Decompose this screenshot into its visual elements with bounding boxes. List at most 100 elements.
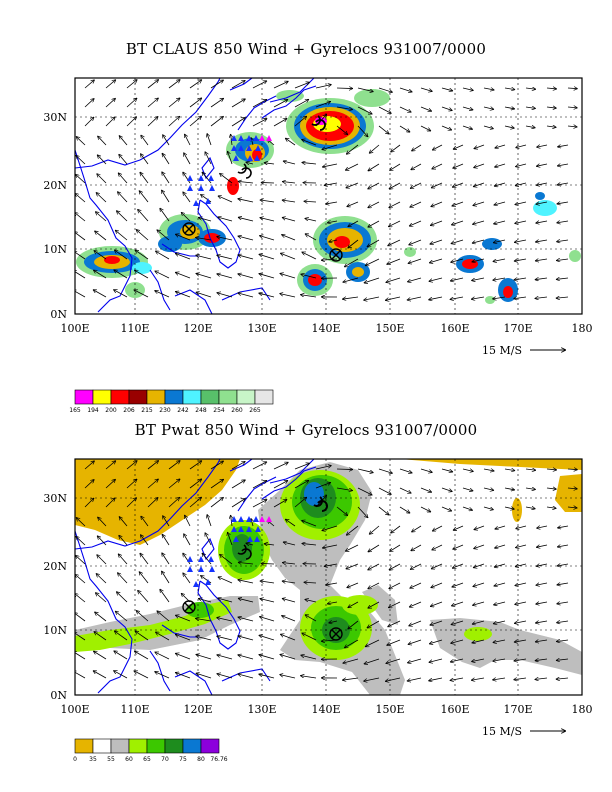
wind-arrow xyxy=(116,211,128,222)
wind-arrow xyxy=(453,144,464,149)
wind-arrow xyxy=(273,499,287,508)
wind-arrow xyxy=(162,153,170,165)
wind-arrow xyxy=(441,468,453,472)
wind-arrow xyxy=(557,526,569,528)
wind-arrow xyxy=(525,107,536,109)
wind-arrow xyxy=(504,469,515,471)
wind-arrow xyxy=(217,274,233,279)
wind-arrow xyxy=(280,273,296,279)
wind-arrow xyxy=(273,118,287,127)
wind-arrow xyxy=(450,639,464,643)
wind-arrow xyxy=(493,220,506,224)
wind-arrow xyxy=(452,182,464,187)
wind-arrow xyxy=(535,602,548,604)
wind-arrow xyxy=(411,544,422,551)
wind-arrow xyxy=(472,620,485,624)
wind-arrow xyxy=(175,672,191,679)
bottom-colorbar: 0 35 55 60 65 70 75 80 76.76 xyxy=(73,738,228,763)
wind-arrow xyxy=(160,208,170,222)
wind-arrow xyxy=(386,258,401,264)
wind-arrow xyxy=(378,468,393,473)
wind-arrow xyxy=(147,460,159,470)
wind-arrow xyxy=(189,80,202,89)
wind-arrow xyxy=(84,479,94,489)
wind-arrow xyxy=(238,655,254,660)
track-triangles-magenta xyxy=(259,135,272,141)
wind-arrow xyxy=(386,658,401,664)
wind-arrow xyxy=(441,106,453,111)
wind-arrow xyxy=(567,507,577,508)
wind-arrow xyxy=(217,598,233,603)
wind-arrow xyxy=(94,612,107,622)
wind-arrow xyxy=(389,582,401,590)
wind-arrow xyxy=(515,163,527,167)
wind-arrow xyxy=(473,563,485,568)
wind-arrow xyxy=(294,116,307,127)
colorbar-label: 230 xyxy=(159,407,171,414)
wind-arrow xyxy=(231,498,245,508)
wind-arrow xyxy=(368,201,380,209)
x-tick-label: 170E xyxy=(503,322,532,335)
wind-arrow xyxy=(238,636,254,641)
wind-arrow xyxy=(369,525,380,534)
wind-arrow xyxy=(420,87,433,91)
wind-arrow xyxy=(515,525,527,529)
wind-arrow xyxy=(546,126,556,127)
wind-arrow xyxy=(219,554,233,565)
wind-arrow xyxy=(136,229,149,241)
x-tick-label: 120E xyxy=(183,322,212,335)
colorbar-label: 165 xyxy=(69,407,81,414)
wind-arrow xyxy=(494,163,506,167)
wind-arrow xyxy=(105,498,115,508)
wind-arrow xyxy=(238,181,254,183)
wind-arrow xyxy=(325,583,338,585)
wind-arrow xyxy=(281,235,296,241)
wind-arrow xyxy=(205,151,212,165)
wind-arrow xyxy=(273,81,288,89)
wind-arrow xyxy=(261,563,275,564)
wind-arrow xyxy=(280,634,296,641)
wind-arrow xyxy=(119,516,128,527)
wind-arrow xyxy=(567,107,578,108)
typhoon-symbol xyxy=(237,163,252,179)
wind-arrow xyxy=(451,620,464,625)
wind-arrow xyxy=(154,671,170,679)
colorbar-swatch xyxy=(200,738,220,754)
wind-arrow xyxy=(473,182,485,187)
wind-arrow xyxy=(432,144,443,151)
wind-arrow xyxy=(556,278,569,279)
wind-arrow xyxy=(126,116,137,127)
wind-arrow xyxy=(75,593,86,603)
wind-arrow xyxy=(483,125,494,129)
wind-arrow xyxy=(328,240,338,242)
wind-arrow xyxy=(536,145,548,147)
wind-arrow xyxy=(218,196,233,203)
wind-arrow xyxy=(217,655,233,660)
wind-arrow xyxy=(315,101,331,108)
x-tick-label: 130E xyxy=(247,322,276,335)
wind-arrow xyxy=(217,217,233,222)
wind-arrow xyxy=(161,190,170,203)
wind-arrow xyxy=(162,172,170,184)
wind-arrow xyxy=(399,87,412,92)
wind-arrow xyxy=(181,212,191,222)
wind-arrow xyxy=(94,631,107,641)
wind-arrow xyxy=(315,84,332,89)
wind-arrow xyxy=(364,658,380,664)
wind-arrow xyxy=(494,544,506,548)
wind-arrow xyxy=(348,220,359,227)
wind-arrow xyxy=(231,99,246,108)
wind-arrow xyxy=(536,564,548,566)
wind-arrow xyxy=(118,173,128,184)
wind-arrow xyxy=(556,602,569,604)
wind-arrow xyxy=(280,654,296,660)
wind-arrow xyxy=(389,563,401,570)
wind-arrow xyxy=(399,468,412,473)
wind-arrow xyxy=(327,602,338,604)
wind-arrow xyxy=(536,202,548,204)
wind-arrow xyxy=(75,651,86,660)
wind-arrow xyxy=(452,563,464,568)
wind-arrow xyxy=(472,239,485,243)
wind-arrow xyxy=(428,677,443,681)
wind-arrow xyxy=(198,598,212,603)
